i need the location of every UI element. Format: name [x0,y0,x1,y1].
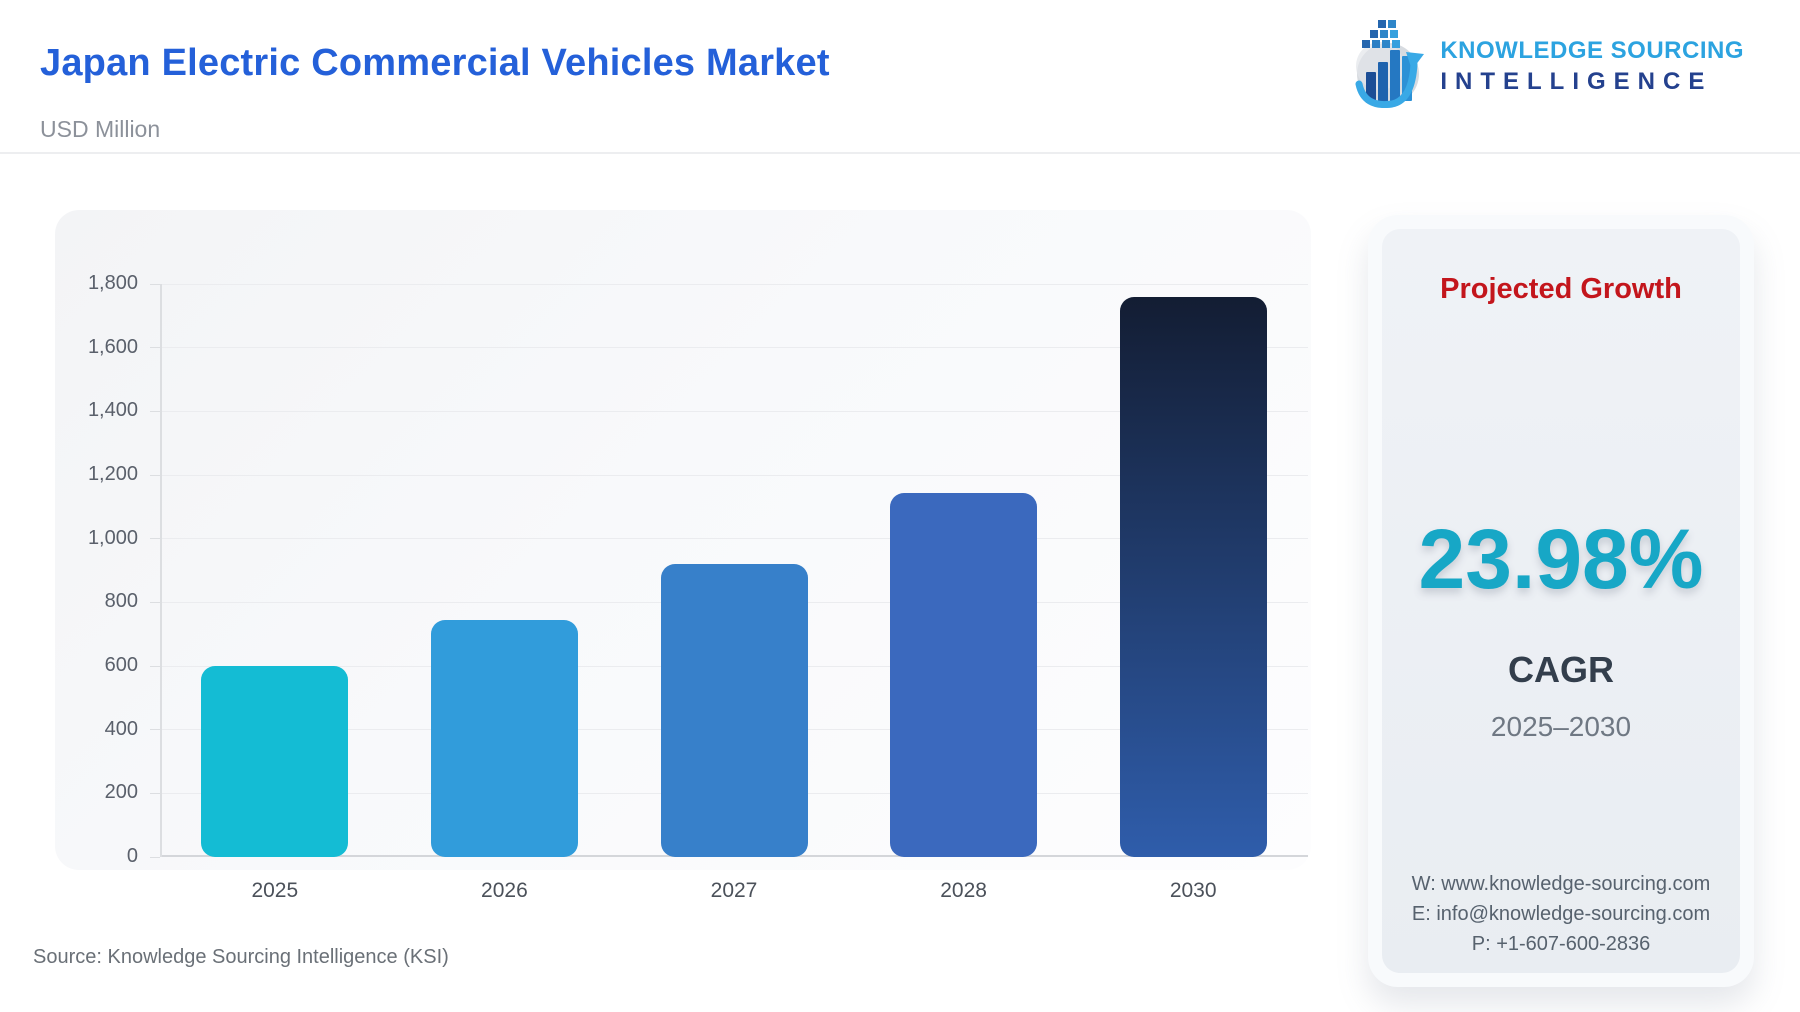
contact-email: E: info@knowledge-sourcing.com [1411,903,1711,925]
brand-logo: KNOWLEDGE SOURCING INTELLIGENCE [1354,20,1744,113]
globe-chart-arrow-icon [1354,20,1425,113]
y-tick [150,538,160,540]
bar-chart: 0 200 400 600 800 1,000 1,200 1,400 1,600 1,800 20… [88,272,1308,902]
bar-2025 [201,666,349,857]
gridline [160,538,1308,540]
unit-label: USD Million [40,116,161,142]
bar-2030 [1119,297,1267,857]
x-axis-label-2026: 2026 [481,879,528,902]
y-tick-label: 0 [126,845,138,867]
y-axis-line [160,284,162,857]
page-title: Japan Electric Commercial Vehicles Marke… [40,42,830,84]
gridline [160,347,1308,349]
growth-panel-body: Projected Growth 23.98% CAGR 2025–2030 W… [1382,229,1740,973]
y-tick [150,792,160,794]
y-tick-label: 200 [104,781,138,804]
y-tick-label: 1,600 [87,335,138,358]
x-axis-label-2028: 2028 [940,879,987,902]
y-tick-label: 800 [104,590,138,613]
y-tick [150,410,160,412]
x-axis-label-2027: 2027 [710,879,758,902]
contact-website: W: www.knowledge-sourcing.com [1411,873,1711,895]
y-tick-label: 1,200 [87,463,138,485]
header-divider [0,152,1800,154]
y-tick [150,665,160,667]
y-tick-label: 400 [104,717,138,740]
bar-2028 [890,492,1038,857]
y-tick-label: 1,400 [87,399,138,422]
y-tick [150,856,160,858]
y-tick-label: 1,000 [87,526,138,549]
x-axis-label-2030: 2030 [1169,879,1217,902]
panel-heading: Projected Growth [1440,273,1682,305]
growth-panel: Projected Growth 23.98% CAGR 2025–2030 W… [1368,215,1754,987]
bar-2026 [430,620,578,857]
y-tick [150,729,160,731]
contact-block: W: www.knowledge-sourcing.com E: info@kn… [1382,869,1740,959]
y-tick-label: 1,800 [87,272,138,294]
brand-name-top: KNOWLEDGE SOURCING [1440,37,1744,64]
gridline [160,283,1308,285]
gridline [160,474,1308,476]
cagr-period: 2025–2030 [1490,711,1632,742]
y-tick [150,347,160,349]
bar-2027 [660,563,808,857]
y-tick [150,474,160,476]
brand-name-bottom: INTELLIGENCE [1440,68,1713,95]
gridline [160,410,1308,412]
source-note: Source: Knowledge Sourcing Intelligence … [33,946,449,968]
y-tick [150,283,160,285]
contact-phone: P: +1-607-600-2836 [1471,933,1651,955]
y-tick-label: 600 [104,654,138,676]
cagr-value: 23.98% [1418,512,1704,606]
y-tick [150,601,160,603]
cagr-label: CAGR [1508,649,1614,690]
x-axis-label-2025: 2025 [251,879,299,902]
